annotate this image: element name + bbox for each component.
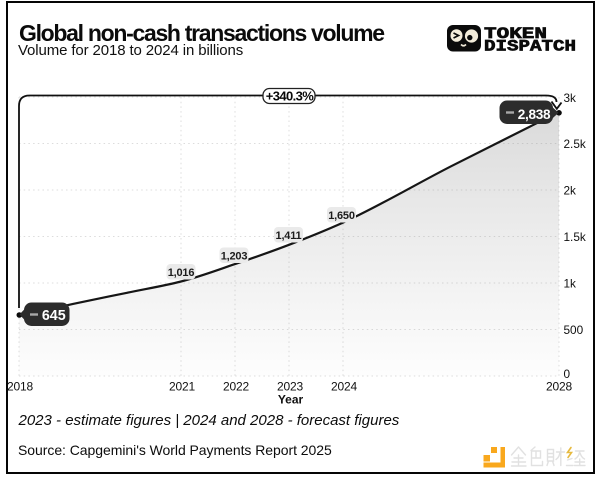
- svg-text:2021: 2021: [169, 380, 195, 394]
- svg-text:2022: 2022: [223, 380, 249, 394]
- svg-text:+340.3%: +340.3%: [266, 89, 315, 104]
- svg-text:2,838: 2,838: [518, 107, 551, 122]
- svg-text:2028: 2028: [546, 380, 572, 394]
- svg-text:2.5k: 2.5k: [564, 137, 586, 151]
- svg-text:2018: 2018: [7, 380, 33, 394]
- svg-text:TOKEN: TOKEN: [484, 25, 547, 43]
- svg-text:645: 645: [42, 308, 66, 324]
- svg-text:1.5k: 1.5k: [564, 230, 586, 244]
- svg-text:Year: Year: [278, 393, 304, 407]
- svg-text:DISPATCH: DISPATCH: [484, 38, 576, 56]
- svg-text:2023: 2023: [277, 380, 303, 394]
- svg-text:1k: 1k: [564, 277, 577, 291]
- svg-text:1,016: 1,016: [168, 267, 195, 279]
- svg-text:2024: 2024: [331, 380, 357, 394]
- svg-text:500: 500: [564, 323, 584, 337]
- svg-text:2k: 2k: [564, 184, 577, 198]
- svg-text:1,650: 1,650: [328, 210, 355, 222]
- svg-text:3k: 3k: [564, 91, 577, 105]
- svg-text:1,203: 1,203: [221, 250, 248, 262]
- svg-text:0: 0: [564, 367, 571, 381]
- svg-text:1,411: 1,411: [276, 230, 302, 242]
